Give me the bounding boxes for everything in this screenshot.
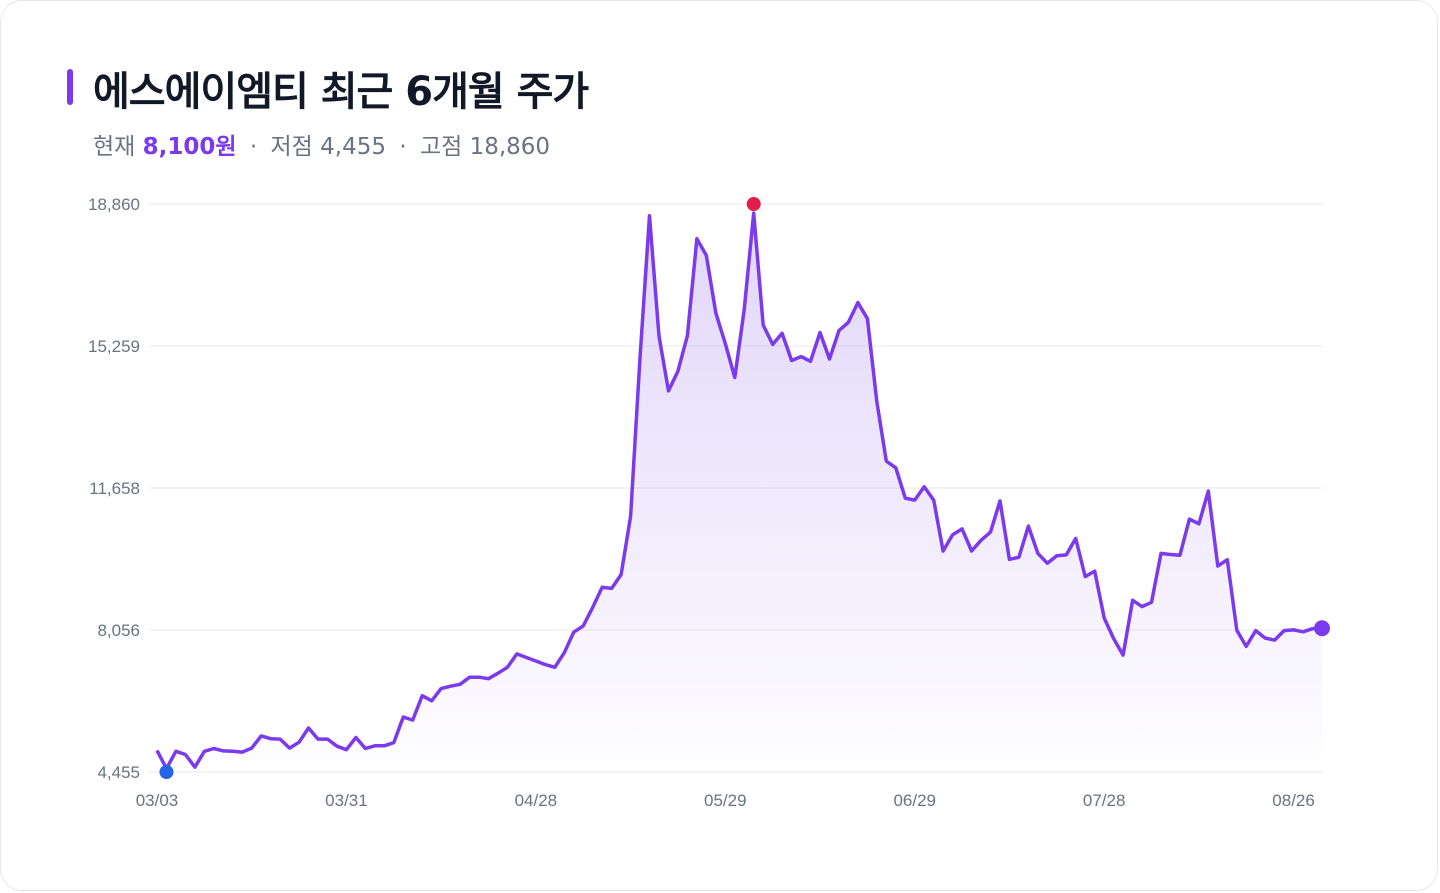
x-tick-label: 04/28 [515, 791, 558, 810]
chart-title: 에스에이엠티 최근 6개월 주가 [93, 69, 589, 115]
current-point-marker [1314, 620, 1330, 637]
x-tick-label: 08/26 [1272, 791, 1315, 810]
x-tick-label: 05/29 [704, 791, 747, 810]
price-summary: 현재 8,100원 · 저점 4,455 · 고점 18,860 [93, 127, 550, 161]
price-area [157, 213, 1322, 773]
high-price-label: 고점 [419, 134, 463, 160]
x-tick-label: 07/28 [1083, 791, 1126, 810]
y-tick-label: 18,860 [88, 195, 140, 214]
current-price-label: 현재 [93, 134, 136, 160]
y-tick-label: 8,056 [97, 621, 140, 640]
price-line [155, 211, 1323, 771]
separator: · [399, 134, 407, 160]
separator: · [249, 134, 258, 160]
x-tick-label: 06/29 [893, 791, 936, 810]
low-price-label: 저점 [270, 134, 313, 160]
high-price-value: 18,860 [469, 134, 551, 160]
low-point-marker [159, 765, 174, 779]
y-tick-label: 4,455 [97, 763, 140, 782]
high-point-marker [746, 197, 761, 211]
x-tick-label: 03/31 [325, 791, 368, 810]
markers [159, 197, 1330, 779]
x-tick-label: 03/03 [136, 791, 179, 810]
y-axis: 4,455 8,056 11,658 15,259 18,860 [88, 195, 140, 782]
current-price-value: 8,100원 [142, 134, 237, 160]
low-price-value: 4,455 [320, 134, 386, 160]
y-tick-label: 11,658 [89, 479, 140, 498]
title-accent-bar [67, 69, 73, 105]
x-axis: 03/03 03/31 04/28 05/29 06/29 07/28 08/26 [136, 791, 1315, 810]
y-tick-label: 15,259 [88, 337, 140, 356]
